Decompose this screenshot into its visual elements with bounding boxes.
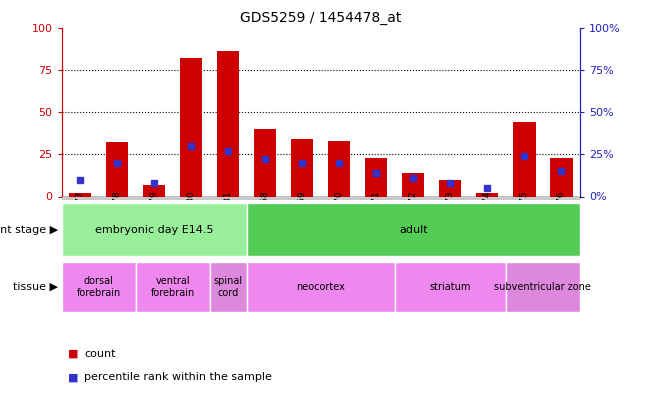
Bar: [328, 141, 351, 196]
Text: ventral
forebrain: ventral forebrain: [150, 276, 195, 298]
Bar: [247, 204, 580, 256]
Text: ■: ■: [68, 349, 78, 359]
Text: adult: adult: [399, 225, 428, 235]
Text: neocortex: neocortex: [296, 282, 345, 292]
Bar: [143, 185, 165, 196]
Bar: [395, 262, 506, 312]
Text: percentile rank within the sample: percentile rank within the sample: [84, 372, 272, 382]
Text: subventricular zone: subventricular zone: [494, 282, 592, 292]
Bar: [365, 158, 388, 196]
Text: dorsal
forebrain: dorsal forebrain: [76, 276, 121, 298]
Bar: [62, 204, 247, 256]
Bar: [247, 262, 395, 312]
Text: spinal
cord: spinal cord: [214, 276, 243, 298]
Bar: [135, 262, 210, 312]
Text: tissue ▶: tissue ▶: [14, 282, 58, 292]
Bar: [506, 262, 580, 312]
Bar: [217, 51, 239, 196]
Text: embryonic day E14.5: embryonic day E14.5: [95, 225, 213, 235]
Bar: [291, 139, 314, 196]
Bar: [62, 262, 135, 312]
Bar: [210, 262, 247, 312]
Text: striatum: striatum: [430, 282, 471, 292]
Text: ■: ■: [68, 372, 78, 382]
Bar: [254, 129, 276, 196]
Bar: [550, 158, 573, 196]
Text: development stage ▶: development stage ▶: [0, 225, 58, 235]
Bar: [106, 142, 128, 196]
Title: GDS5259 / 1454478_at: GDS5259 / 1454478_at: [240, 11, 402, 25]
Bar: [513, 122, 535, 196]
Bar: [439, 180, 461, 196]
Bar: [402, 173, 424, 196]
Bar: [180, 58, 202, 196]
Bar: [69, 193, 91, 196]
Text: count: count: [84, 349, 116, 359]
Bar: [476, 193, 498, 196]
